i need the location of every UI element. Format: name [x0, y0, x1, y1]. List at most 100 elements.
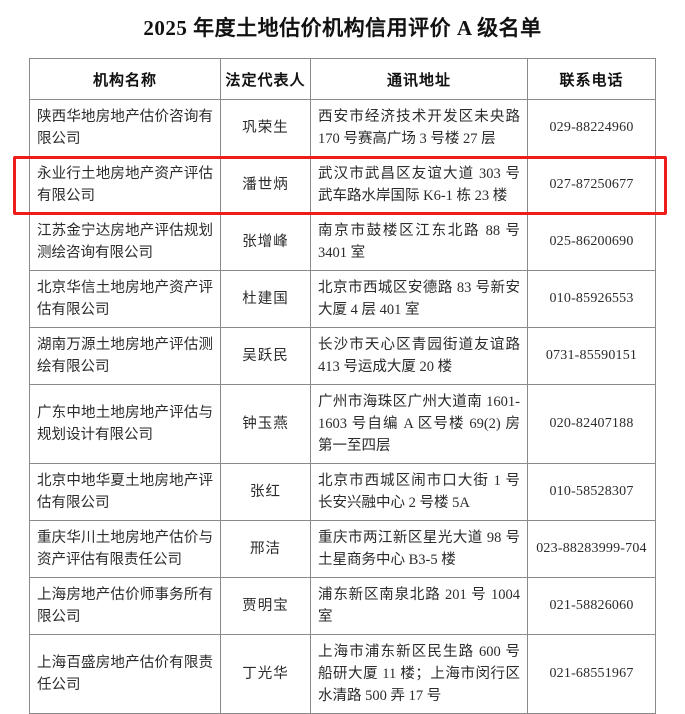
cell-addr: 浦东新区南泉北路 201 号 1004 室 [310, 577, 528, 635]
table-row: 湖南万源土地房地产评估测绘有限公司 吴跃民 长沙市天心区青园街道友谊路 413 号运… [29, 327, 656, 385]
column-header-name: 机构名称 [29, 58, 221, 100]
cell-phone: 021-58826060 [527, 577, 656, 635]
cell-text-rep: 巩荣生 [242, 120, 289, 136]
document-page: 2025 年度土地估价机构信用评价 A 级名单 机构名称 法定代表人 通讯地址 … [13, 16, 667, 714]
cell-text-name: 湖南万源土地房地产评估测绘有限公司 [37, 337, 213, 375]
cell-name: 陕西华地房地产估价咨询有限公司 [29, 99, 221, 157]
cell-name: 江苏金宁达房地产评估规划测绘咨询有限公司 [29, 213, 221, 271]
table-body: 陕西华地房地产估价咨询有限公司 巩荣生 西安市经济技术开发区未央路 170 号赛高广… [29, 99, 656, 714]
cell-text-rep: 贾明宝 [242, 598, 289, 614]
cell-phone: 027-87250677 [527, 156, 656, 214]
cell-text-addr: 武汉市武昌区友谊大道 303 号武车路水岸国际 K6-1 栋 23 楼 [318, 166, 520, 204]
cell-text-name: 上海房地产估价师事务所有限公司 [37, 587, 213, 625]
cell-text-addr: 长沙市天心区青园街道友谊路 413 号运成大厦 20 楼 [318, 337, 520, 375]
table-row: 上海百盛房地产估价有限责任公司 丁光华 上海市浦东新区民生路 600 号船研大厦 1… [29, 634, 656, 714]
cell-text-addr: 浦东新区南泉北路 201 号 1004 室 [318, 587, 520, 625]
cell-name: 重庆华川土地房地产估价与资产评估有限责任公司 [29, 520, 221, 578]
cell-text-phone: 023-88283999-704 [536, 541, 647, 556]
cell-text-name: 北京中地华夏土地房地产评估有限公司 [37, 473, 213, 511]
cell-text-phone: 029-88224960 [549, 120, 634, 135]
cell-name: 北京华信土地房地产资产评估有限公司 [29, 270, 221, 328]
cell-text-name: 上海百盛房地产估价有限责任公司 [37, 655, 213, 693]
cell-text-rep: 邢洁 [250, 541, 281, 557]
cell-text-addr: 西安市经济技术开发区未央路 170 号赛高广场 3 号楼 27 层 [318, 109, 520, 147]
cell-text-addr: 广州市海珠区广州大道南 1601-1603 号自编 A 区号楼 69(2) 房第… [318, 394, 520, 454]
cell-rep: 贾明宝 [220, 577, 311, 635]
cell-text-addr: 北京市西城区安德路 83 号新安大厦 4 层 401 室 [318, 280, 520, 318]
table-row: 上海房地产估价师事务所有限公司 贾明宝 浦东新区南泉北路 201 号 1004 室 0… [29, 577, 656, 635]
page-title: 2025 年度土地估价机构信用评价 A 级名单 [143, 16, 542, 40]
table-row: 永业行土地房地产资产评估有限公司 潘世炳 武汉市武昌区友谊大道 303 号武车路水岸… [29, 156, 656, 214]
table-row: 江苏金宁达房地产评估规划测绘咨询有限公司 张增峰 南京市鼓楼区江东北路 88 号 3… [29, 213, 656, 271]
listing-table-container: 机构名称 法定代表人 通讯地址 联系电话 陕西华地房地产估价咨询有限公司 巩荣生 西… [29, 58, 656, 714]
cell-rep: 潘世炳 [220, 156, 311, 214]
cell-name: 广东中地土地房地产评估与规划设计有限公司 [29, 384, 221, 464]
cell-phone: 020-82407188 [527, 384, 656, 464]
cell-addr: 上海市浦东新区民生路 600 号船研大厦 11 楼；上海市闵行区水清路 500 … [310, 634, 528, 714]
cell-addr: 长沙市天心区青园街道友谊路 413 号运成大厦 20 楼 [310, 327, 528, 385]
cell-rep: 巩荣生 [220, 99, 311, 157]
cell-name: 湖南万源土地房地产评估测绘有限公司 [29, 327, 221, 385]
cell-addr: 西安市经济技术开发区未央路 170 号赛高广场 3 号楼 27 层 [310, 99, 528, 157]
cell-phone: 021-68551967 [527, 634, 656, 714]
table-header: 机构名称 法定代表人 通讯地址 联系电话 [29, 58, 656, 100]
cell-text-phone: 025-86200690 [549, 234, 634, 249]
table-row: 北京中地华夏土地房地产评估有限公司 张红 北京市西城区闹市口大街 1 号长安兴融中心… [29, 463, 656, 521]
table-header-row: 机构名称 法定代表人 通讯地址 联系电话 [29, 58, 656, 100]
table-row: 陕西华地房地产估价咨询有限公司 巩荣生 西安市经济技术开发区未央路 170 号赛高广… [29, 99, 656, 157]
cell-rep: 杜建国 [220, 270, 311, 328]
cell-rep: 邢洁 [220, 520, 311, 578]
cell-phone: 023-88283999-704 [527, 520, 656, 578]
cell-text-rep: 钟玉燕 [242, 416, 289, 432]
cell-rep: 吴跃民 [220, 327, 311, 385]
cell-text-name: 北京华信土地房地产资产评估有限公司 [37, 280, 213, 318]
cell-name: 北京中地华夏土地房地产评估有限公司 [29, 463, 221, 521]
cell-name: 永业行土地房地产资产评估有限公司 [29, 156, 221, 214]
cell-phone: 010-58528307 [527, 463, 656, 521]
cell-text-addr: 南京市鼓楼区江东北路 88 号 3401 室 [318, 223, 520, 261]
cell-text-addr: 北京市西城区闹市口大街 1 号长安兴融中心 2 号楼 5A [318, 473, 520, 511]
cell-text-name: 重庆华川土地房地产估价与资产评估有限责任公司 [37, 530, 213, 568]
table-row: 北京华信土地房地产资产评估有限公司 杜建国 北京市西城区安德路 83 号新安大厦 4… [29, 270, 656, 328]
cell-text-addr: 重庆市两江新区星光大道 98 号土星商务中心 B3-5 楼 [318, 530, 520, 568]
cell-text-phone: 027-87250677 [549, 177, 634, 192]
cell-text-rep: 张增峰 [242, 234, 289, 250]
credit-rating-table: 机构名称 法定代表人 通讯地址 联系电话 陕西华地房地产估价咨询有限公司 巩荣生 西… [29, 58, 656, 714]
cell-text-phone: 020-82407188 [549, 416, 634, 431]
column-header-addr: 通讯地址 [310, 58, 528, 100]
cell-name: 上海房地产估价师事务所有限公司 [29, 577, 221, 635]
cell-rep: 丁光华 [220, 634, 311, 714]
cell-rep: 张增峰 [220, 213, 311, 271]
cell-text-phone: 010-58528307 [549, 484, 634, 499]
cell-text-name: 永业行土地房地产资产评估有限公司 [37, 166, 213, 204]
cell-addr: 南京市鼓楼区江东北路 88 号 3401 室 [310, 213, 528, 271]
cell-text-phone: 010-85926553 [549, 291, 634, 306]
table-row: 重庆华川土地房地产估价与资产评估有限责任公司 邢洁 重庆市两江新区星光大道 98 号… [29, 520, 656, 578]
cell-text-name: 陕西华地房地产估价咨询有限公司 [37, 109, 213, 147]
cell-addr: 广州市海珠区广州大道南 1601-1603 号自编 A 区号楼 69(2) 房第… [310, 384, 528, 464]
cell-rep: 钟玉燕 [220, 384, 311, 464]
cell-text-addr: 上海市浦东新区民生路 600 号船研大厦 11 楼；上海市闵行区水清路 500 … [318, 644, 520, 704]
cell-name: 上海百盛房地产估价有限责任公司 [29, 634, 221, 714]
cell-text-phone: 021-68551967 [549, 666, 634, 681]
column-header-rep: 法定代表人 [220, 58, 311, 100]
cell-text-phone: 0731-85590151 [545, 348, 638, 363]
cell-phone: 0731-85590151 [527, 327, 656, 385]
cell-phone: 010-85926553 [527, 270, 656, 328]
cell-text-rep: 杜建国 [242, 291, 289, 307]
cell-rep: 张红 [220, 463, 311, 521]
cell-text-rep: 潘世炳 [242, 177, 289, 193]
cell-addr: 武汉市武昌区友谊大道 303 号武车路水岸国际 K6-1 栋 23 楼 [310, 156, 528, 214]
cell-text-name: 江苏金宁达房地产评估规划测绘咨询有限公司 [37, 223, 213, 261]
cell-text-name: 广东中地土地房地产评估与规划设计有限公司 [37, 405, 213, 443]
cell-phone: 025-86200690 [527, 213, 656, 271]
cell-addr: 重庆市两江新区星光大道 98 号土星商务中心 B3-5 楼 [310, 520, 528, 578]
column-header-phone: 联系电话 [527, 58, 656, 100]
table-row: 广东中地土地房地产评估与规划设计有限公司 钟玉燕 广州市海珠区广州大道南 1601-… [29, 384, 656, 464]
cell-addr: 北京市西城区安德路 83 号新安大厦 4 层 401 室 [310, 270, 528, 328]
cell-text-phone: 021-58826060 [549, 598, 634, 613]
cell-text-rep: 吴跃民 [242, 348, 289, 364]
cell-addr: 北京市西城区闹市口大街 1 号长安兴融中心 2 号楼 5A [310, 463, 528, 521]
cell-text-rep: 丁光华 [242, 666, 289, 682]
cell-phone: 029-88224960 [527, 99, 656, 157]
